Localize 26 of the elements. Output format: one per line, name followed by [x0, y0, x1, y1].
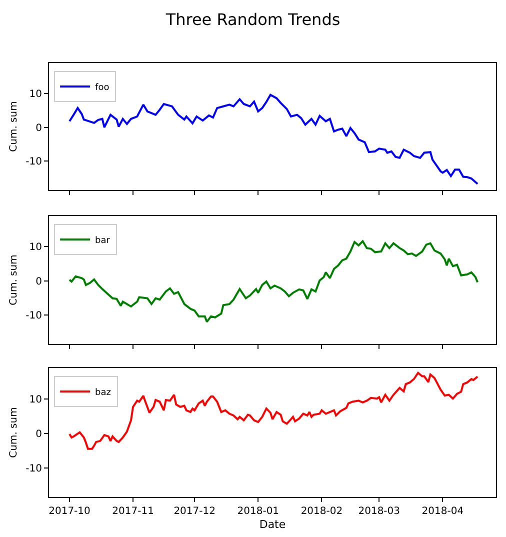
x-tick-label: 2017-11	[112, 506, 154, 517]
line-series	[68, 372, 479, 450]
legend-label: bar	[95, 236, 110, 246]
x-tick-label: 2018-01	[237, 506, 280, 517]
y-tick-label: -10	[26, 463, 42, 474]
chart-title: Three Random Trends	[164, 10, 340, 30]
y-tick-label: -10	[26, 310, 42, 322]
line-series	[68, 94, 479, 185]
y-tick-label: 10	[29, 242, 42, 254]
y-tick-label: 0	[36, 428, 42, 440]
legend-label: foo	[95, 83, 110, 94]
legend-label: baz	[95, 388, 112, 398]
x-tick-label: 2017-10	[48, 506, 90, 517]
x-axis-title: Date	[259, 518, 286, 532]
x-tick-label: 2018-04	[422, 506, 464, 517]
y-tick-label: 10	[29, 394, 42, 406]
x-tick-label: 2018-02	[300, 506, 343, 517]
y-tick-label: 10	[29, 88, 42, 100]
y-tick-label: 0	[36, 276, 42, 288]
x-tick-label: 2018-03	[358, 506, 400, 517]
y-tick-label: -10	[26, 156, 42, 168]
y-axis-title: Cum. sum	[8, 101, 20, 152]
y-axis-title: Cum. sum	[8, 254, 20, 306]
x-tick-label: 2017-12	[174, 506, 216, 517]
y-axis-title: Cum. sum	[8, 407, 20, 458]
y-tick-label: 0	[36, 122, 42, 134]
